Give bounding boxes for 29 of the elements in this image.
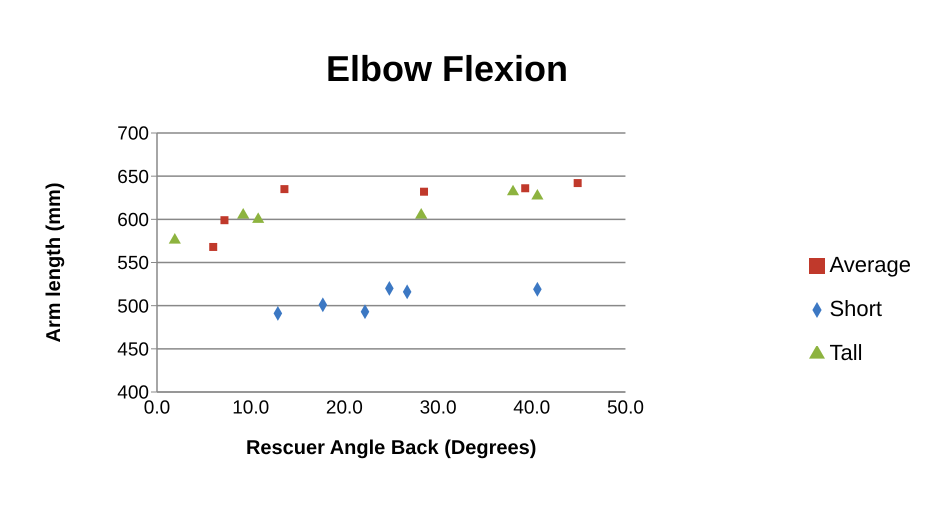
x-tick-label: 50.0 xyxy=(606,397,644,418)
legend-label: Tall xyxy=(829,340,862,365)
y-tick-label: 700 xyxy=(117,124,149,145)
x-tick-label: 30.0 xyxy=(420,397,457,418)
point xyxy=(531,189,544,200)
point xyxy=(506,184,520,196)
y-tick-label: 450 xyxy=(117,340,149,361)
point xyxy=(574,179,582,188)
legend-label: Average xyxy=(829,252,911,277)
point xyxy=(420,188,428,196)
point xyxy=(209,242,218,251)
y-tick-label: 500 xyxy=(117,296,149,318)
y-tick-label: 650 xyxy=(117,166,149,188)
x-tick-label: 40.0 xyxy=(513,397,550,418)
point xyxy=(415,208,428,219)
y-tick-label: 600 xyxy=(117,210,149,232)
point xyxy=(237,208,250,219)
point xyxy=(280,185,288,194)
chart-title: Elbow Flexion xyxy=(324,48,569,90)
point xyxy=(168,233,181,244)
y-tick-label: 550 xyxy=(117,253,149,274)
y-axis-title: Arm length (mm) xyxy=(43,182,66,342)
x-tick-label: 10.0 xyxy=(232,397,270,418)
point xyxy=(252,212,264,223)
x-axis-title: Rescuer Angle Back (Degrees) xyxy=(246,437,536,459)
legend-label: Short xyxy=(829,296,882,321)
x-tick-label: 20.0 xyxy=(326,397,363,418)
point xyxy=(220,216,228,224)
point xyxy=(521,184,530,192)
